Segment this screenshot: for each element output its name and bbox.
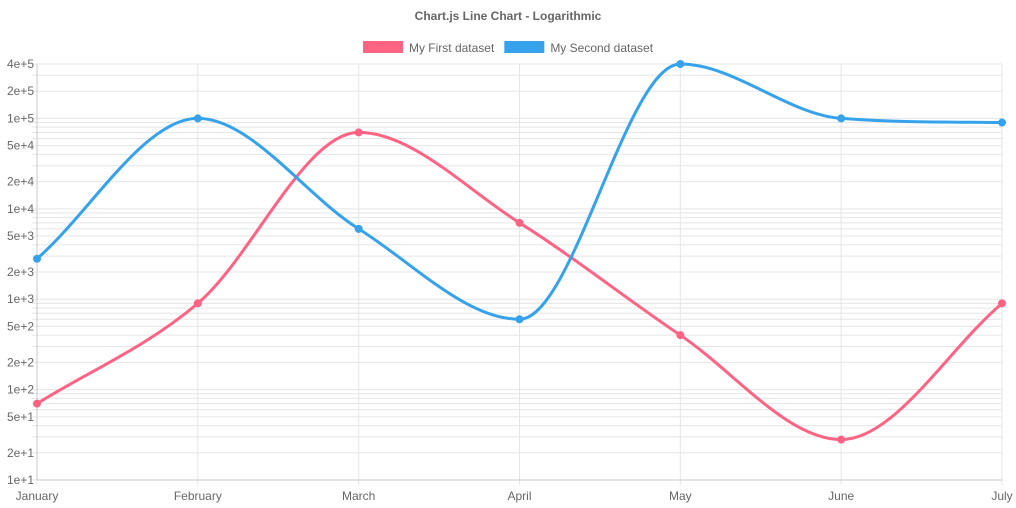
y-tick-label: 5e+3 [7, 229, 34, 243]
data-point[interactable] [837, 435, 846, 444]
y-tick-label: 5e+1 [7, 410, 34, 424]
data-point[interactable] [676, 331, 685, 340]
data-point[interactable] [354, 224, 363, 233]
data-point[interactable] [998, 118, 1006, 127]
y-tick-label: 2e+2 [7, 355, 34, 369]
x-tick-label: May [669, 489, 692, 503]
y-tick-label: 1e+3 [7, 292, 34, 306]
data-point[interactable] [193, 299, 202, 308]
y-tick-label: 1e+4 [7, 202, 34, 216]
x-tick-label: January [16, 489, 59, 503]
data-point[interactable] [998, 299, 1006, 308]
x-tick-label: March [342, 489, 375, 503]
legend-swatch [362, 41, 403, 53]
legend-swatch [504, 41, 545, 53]
legend-item[interactable]: My First dataset [362, 41, 495, 55]
y-axis-ticks: 1e+1 2e+1 5e+1 1e+2 2e+2 5e+2 1e+3 2e+3 5e+3 1e+4… [7, 57, 34, 487]
data-point[interactable] [676, 60, 685, 68]
x-tick-label: July [991, 489, 1012, 503]
data-point[interactable] [33, 399, 41, 408]
data-point[interactable] [515, 218, 524, 227]
x-tick-label: February [174, 489, 222, 503]
data-point[interactable] [354, 128, 363, 137]
y-tick-label: 1e+2 [7, 383, 34, 397]
y-tick-label: 4e+5 [7, 57, 34, 71]
data-point[interactable] [837, 114, 846, 123]
x-tick-label: June [828, 489, 854, 503]
y-tick-label: 1e+1 [7, 473, 34, 487]
axes [36, 64, 1002, 481]
data-point[interactable] [33, 254, 41, 263]
y-tick-label: 2e+4 [7, 175, 34, 189]
chart-title: Chart.js Line Chart - Logarithmic [415, 9, 602, 23]
y-tick-label: 2e+5 [7, 84, 34, 98]
x-tick-label: April [507, 489, 531, 503]
legend-label: My First dataset [409, 41, 495, 55]
grid [32, 63, 1003, 485]
y-tick-label: 5e+2 [7, 319, 34, 333]
data-point[interactable] [515, 315, 524, 324]
data-point[interactable] [193, 114, 202, 123]
legend-label: My Second dataset [550, 41, 653, 55]
legend: My First dataset My Second dataset [362, 41, 654, 55]
y-tick-label: 1e+5 [7, 111, 34, 125]
y-tick-label: 5e+4 [7, 139, 34, 153]
legend-item[interactable]: My Second dataset [504, 41, 654, 55]
y-tick-label: 2e+3 [7, 265, 34, 279]
series-points [33, 60, 1006, 444]
y-tick-label: 2e+1 [7, 446, 34, 460]
x-axis-ticks: January February March April May June July [16, 489, 1013, 503]
